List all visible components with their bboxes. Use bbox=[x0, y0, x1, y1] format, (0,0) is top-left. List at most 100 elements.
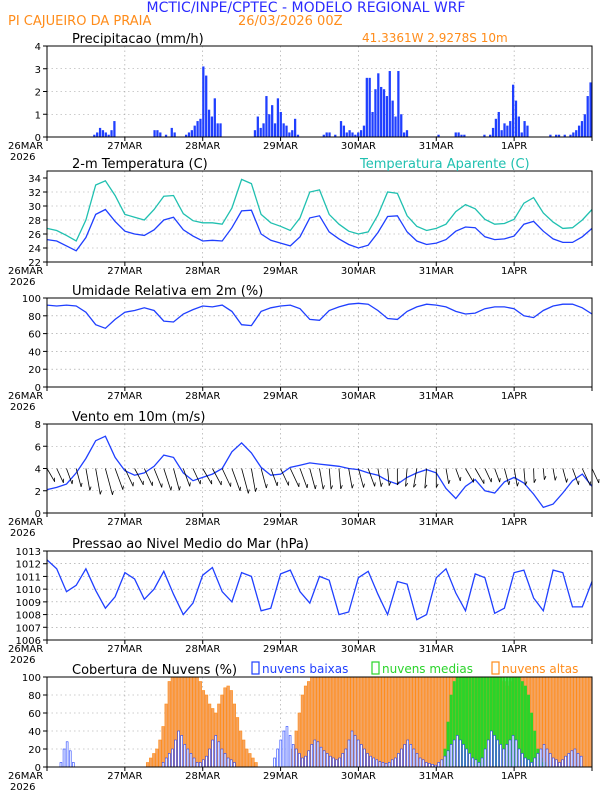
precip-bar bbox=[517, 116, 520, 137]
precip-bar bbox=[164, 134, 168, 137]
wind-barb bbox=[173, 468, 180, 491]
precip-bar bbox=[348, 130, 351, 137]
precip-bar bbox=[503, 123, 506, 137]
precip-bar bbox=[400, 114, 403, 137]
precip-bar bbox=[173, 132, 176, 137]
precip-bar bbox=[359, 130, 363, 137]
cloud-low-bar bbox=[425, 762, 428, 768]
cloud-low-bar bbox=[369, 755, 372, 768]
cloud-low-bar bbox=[545, 748, 549, 768]
precip-bar bbox=[288, 132, 291, 137]
wind-barb bbox=[221, 468, 231, 487]
wind-barb-head bbox=[71, 479, 74, 485]
cloud-low-bar bbox=[490, 730, 493, 768]
precip-bar bbox=[196, 121, 199, 137]
panel-title-temp: 2-m Temperatura (C) bbox=[72, 157, 208, 172]
wind-barb-head bbox=[170, 486, 173, 491]
x-tick-label: 29MAR bbox=[263, 771, 298, 782]
cloud-high-bar bbox=[551, 676, 555, 768]
y-tick-label: 80 bbox=[28, 312, 41, 323]
cloud-high-bar bbox=[238, 730, 243, 768]
cloud-high-bar bbox=[251, 757, 255, 768]
precip-bar bbox=[388, 71, 391, 137]
y-tick-label: 24 bbox=[28, 244, 41, 255]
cloud-low-bar bbox=[62, 748, 66, 768]
precip-bar bbox=[569, 134, 572, 137]
cloud-medium-bar bbox=[480, 676, 484, 768]
y-tick-label: 100 bbox=[22, 673, 41, 684]
cloud-low-bar bbox=[428, 763, 431, 768]
wind-barb bbox=[241, 468, 249, 494]
chart-title: MCTIC/INPE/CPTEC - MODELO REGIONAL WRF bbox=[147, 0, 466, 16]
legend-apparent-temp: Temperatura Aparente (C) bbox=[359, 157, 530, 172]
wind-barb bbox=[474, 468, 485, 484]
cloud-low-bar bbox=[214, 735, 218, 768]
panel-title-pressure: Pressao ao Nivel Medio do Mar (hPa) bbox=[72, 537, 309, 552]
wind-barb-head bbox=[80, 482, 83, 487]
y-tick-label: 3 bbox=[35, 65, 41, 76]
wind-barb bbox=[484, 468, 492, 483]
precip-bar bbox=[293, 118, 297, 137]
precip-bar bbox=[253, 130, 257, 137]
precip-bar bbox=[110, 130, 113, 137]
cloud-low-bar bbox=[517, 748, 521, 768]
wind-barb bbox=[387, 468, 390, 486]
cloud-high-bar bbox=[387, 676, 391, 768]
x-tick-label: 31MAR bbox=[419, 517, 454, 528]
cloud-low-bar bbox=[505, 744, 509, 768]
y-tick-label: 2 bbox=[35, 487, 41, 498]
cloud-low-bar bbox=[168, 753, 171, 768]
precip-bar bbox=[190, 130, 193, 137]
precip-bar bbox=[575, 130, 578, 137]
wind-barb bbox=[424, 468, 427, 489]
x-tick-label: 31MAR bbox=[419, 771, 454, 782]
cloud-low-bar bbox=[316, 741, 320, 768]
wind-barb-head bbox=[99, 490, 102, 495]
precip-bar bbox=[391, 100, 394, 137]
precip-bar bbox=[325, 132, 328, 137]
precip-bar bbox=[104, 132, 107, 137]
precip-bar bbox=[262, 123, 265, 137]
x-tick-label: 31MAR bbox=[419, 141, 454, 152]
y-tick-label: 1012 bbox=[16, 560, 41, 571]
precip-bar bbox=[285, 125, 288, 137]
precip-bar bbox=[187, 132, 191, 137]
cloud-low-bar bbox=[347, 739, 351, 768]
precip-bar bbox=[454, 132, 457, 137]
cloud-low-bar bbox=[502, 748, 505, 768]
wind-barb-head bbox=[239, 486, 242, 491]
x-tick-label: 30MAR bbox=[341, 771, 376, 782]
wind-barb bbox=[309, 468, 316, 490]
x-label-first: 26MAR bbox=[8, 141, 43, 152]
precip-bar bbox=[523, 121, 526, 137]
y-tick-label: 60 bbox=[28, 709, 41, 720]
precip-bar bbox=[402, 132, 406, 137]
cloud-low-bar bbox=[480, 757, 484, 768]
y-tick-label: 34 bbox=[28, 174, 41, 185]
cloud-high-bar bbox=[437, 676, 441, 768]
precip-bar bbox=[273, 123, 277, 137]
wind-barb-head bbox=[424, 484, 428, 489]
cloud-low-bar bbox=[282, 730, 286, 768]
y-tick-label: 22 bbox=[28, 258, 41, 269]
cloud-low-bar bbox=[397, 753, 400, 768]
x-tick-label: 29MAR bbox=[263, 517, 298, 528]
cloud-low-bar bbox=[180, 735, 183, 768]
precip-bar bbox=[282, 123, 285, 137]
x-tick-label: 28MAR bbox=[185, 644, 220, 655]
x-tick-label: 1APR bbox=[501, 771, 527, 782]
cloud-low-bar bbox=[285, 726, 289, 768]
cloud-low-bar bbox=[325, 753, 329, 768]
y-tick-label: 1013 bbox=[16, 547, 41, 558]
wind-barb-head bbox=[340, 485, 343, 490]
precip-bar bbox=[511, 84, 515, 137]
cloud-low-bar bbox=[183, 744, 187, 768]
precip-bar bbox=[405, 130, 409, 137]
wind-barb bbox=[105, 468, 113, 495]
cloud-low-bar bbox=[233, 762, 236, 768]
cloud-low-bar bbox=[530, 762, 533, 768]
cloud-low-bar bbox=[177, 730, 180, 768]
wind-barb bbox=[413, 468, 418, 488]
